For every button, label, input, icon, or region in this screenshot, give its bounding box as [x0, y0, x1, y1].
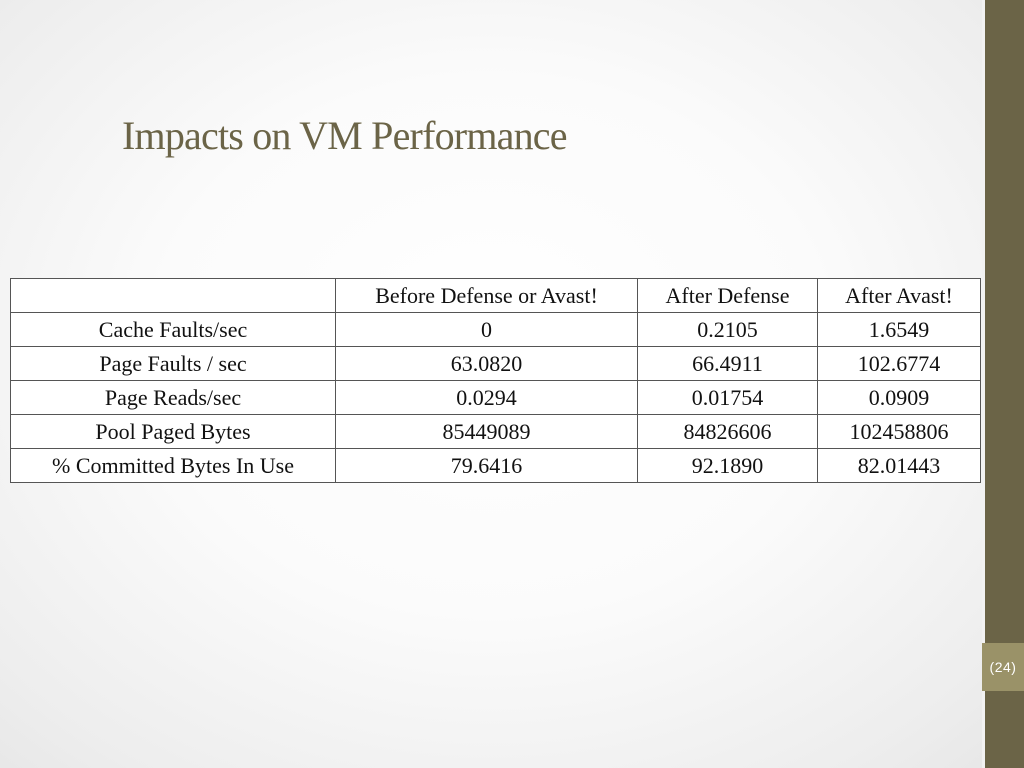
header-cell-empty [10, 278, 336, 313]
table-cell: 63.0820 [335, 346, 638, 381]
table-row: Page Faults / sec 63.0820 66.4911 102.67… [10, 346, 981, 381]
table-cell: 1.6549 [817, 312, 981, 347]
header-cell-after-defense: After Defense [637, 278, 818, 313]
table-cell: 102458806 [817, 414, 981, 449]
table-cell: 0.0909 [817, 380, 981, 415]
page-number-box: (24) [982, 643, 1024, 691]
row-label: Pool Paged Bytes [10, 414, 336, 449]
page-number-value: 24 [994, 659, 1012, 675]
side-bar-edge [982, 0, 985, 768]
side-accent-bar [982, 0, 1024, 768]
table-header-row: Before Defense or Avast! After Defense A… [10, 278, 981, 313]
table-row: Page Reads/sec 0.0294 0.01754 0.0909 [10, 380, 981, 415]
table-cell: 79.6416 [335, 448, 638, 483]
table-cell: 92.1890 [637, 448, 818, 483]
table-cell: 85449089 [335, 414, 638, 449]
table-row: Pool Paged Bytes 85449089 84826606 10245… [10, 414, 981, 449]
header-cell-before: Before Defense or Avast! [335, 278, 638, 313]
header-cell-after-avast: After Avast! [817, 278, 981, 313]
table-cell: 82.01443 [817, 448, 981, 483]
table-cell: 0.01754 [637, 380, 818, 415]
table-cell: 0.0294 [335, 380, 638, 415]
table-row: Cache Faults/sec 0 0.2105 1.6549 [10, 312, 981, 347]
row-label: % Committed Bytes In Use [10, 448, 336, 483]
row-label: Page Reads/sec [10, 380, 336, 415]
slide-title: Impacts on VM Performance [122, 113, 568, 158]
table-cell: 66.4911 [637, 346, 818, 381]
performance-table: Before Defense or Avast! After Defense A… [10, 278, 981, 483]
performance-table-container: Before Defense or Avast! After Defense A… [10, 278, 981, 483]
page-number: (24) [989, 659, 1017, 675]
row-label: Page Faults / sec [10, 346, 336, 381]
table-cell: 84826606 [637, 414, 818, 449]
row-label: Cache Faults/sec [10, 312, 336, 347]
table-cell: 102.6774 [817, 346, 981, 381]
table-cell: 0 [335, 312, 638, 347]
table-cell: 0.2105 [637, 312, 818, 347]
table-row: % Committed Bytes In Use 79.6416 92.1890… [10, 448, 981, 483]
